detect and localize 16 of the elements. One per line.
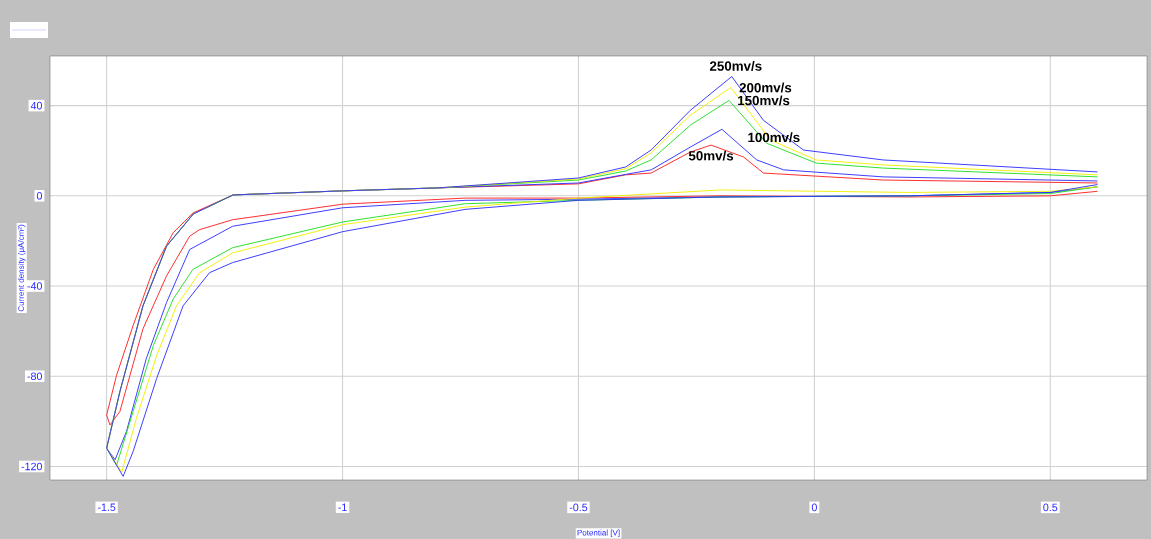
y-tick-label: -40 bbox=[27, 282, 42, 290]
y-tick-label: 0 bbox=[36, 192, 42, 200]
series-label: 200mv/s bbox=[739, 82, 792, 93]
x-axis-title: Potential [V] bbox=[577, 529, 620, 538]
y-tick-label: 40 bbox=[30, 101, 42, 110]
x-tick-label: 0 bbox=[811, 503, 817, 512]
y-tick-label: -80 bbox=[27, 372, 42, 381]
y-tick-label: -120 bbox=[21, 462, 42, 471]
x-tick-label: -1 bbox=[338, 503, 347, 511]
series-label: 50mv/s bbox=[688, 150, 734, 161]
series-label: 100mv/s bbox=[748, 132, 800, 143]
x-tick-label: -1.5 bbox=[97, 503, 116, 512]
x-tick-label: 0.5 bbox=[1043, 503, 1058, 512]
series-label: 250mv/s bbox=[709, 60, 762, 71]
x-tick-label: -0.5 bbox=[569, 503, 588, 512]
y-axis-title: Current density (μA/cm²) bbox=[17, 224, 26, 312]
